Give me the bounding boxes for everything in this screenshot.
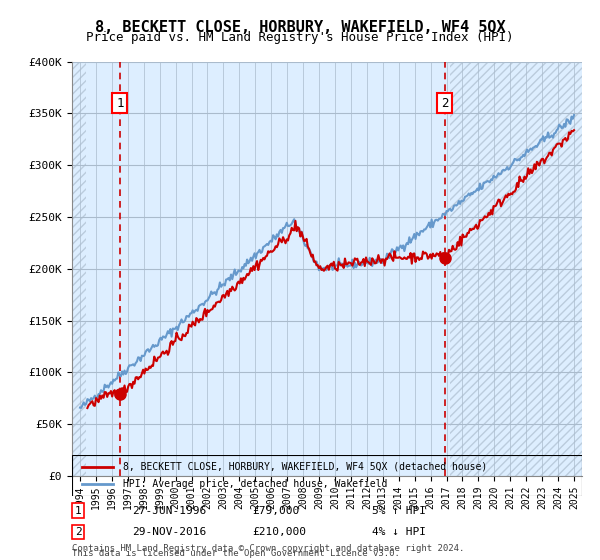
Text: 27-JUN-1996: 27-JUN-1996 <box>132 506 206 516</box>
Text: Contains HM Land Registry data © Crown copyright and database right 2024.: Contains HM Land Registry data © Crown c… <box>72 544 464 553</box>
Text: This data is licensed under the Open Government Licence v3.0.: This data is licensed under the Open Gov… <box>72 549 400 558</box>
Bar <box>72 62 86 476</box>
Text: £79,000: £79,000 <box>252 506 299 516</box>
Text: £210,000: £210,000 <box>252 527 306 537</box>
Text: Price paid vs. HM Land Registry's House Price Index (HPI): Price paid vs. HM Land Registry's House … <box>86 31 514 44</box>
Text: 29-NOV-2016: 29-NOV-2016 <box>132 527 206 537</box>
Text: 2: 2 <box>441 96 449 110</box>
Text: 1: 1 <box>74 506 82 516</box>
Text: 4% ↓ HPI: 4% ↓ HPI <box>372 527 426 537</box>
Text: 5% ↑ HPI: 5% ↑ HPI <box>372 506 426 516</box>
Bar <box>450 62 582 476</box>
Text: HPI: Average price, detached house, Wakefield: HPI: Average price, detached house, Wake… <box>123 479 388 489</box>
Text: 1: 1 <box>116 96 124 110</box>
Text: 8, BECKETT CLOSE, HORBURY, WAKEFIELD, WF4 5QX: 8, BECKETT CLOSE, HORBURY, WAKEFIELD, WF… <box>95 20 505 35</box>
Text: 2: 2 <box>74 527 82 537</box>
Text: 8, BECKETT CLOSE, HORBURY, WAKEFIELD, WF4 5QX (detached house): 8, BECKETT CLOSE, HORBURY, WAKEFIELD, WF… <box>123 461 487 472</box>
